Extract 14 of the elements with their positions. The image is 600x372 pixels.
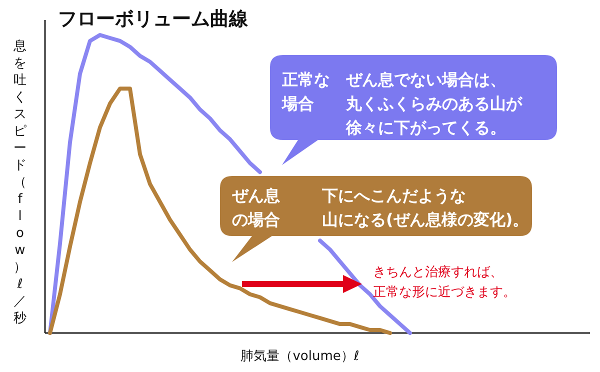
annotation: 正常な [281,70,330,89]
annotation: 徐々に下がってくる。 [345,118,506,137]
annotation: きちんと治療すれば、 [373,265,503,280]
annotation: 正常な形に近づきます。 [373,285,516,300]
annotation: 山になる(ぜん息様の変化)。 [322,210,529,229]
annotation: 場合 [281,94,314,113]
annotation: ぜん息でない場合は、 [345,70,506,89]
text: 息を吐くスピード（flow）ℓ／秒 [14,39,26,326]
annotation: 丸くふくらみのある山が [345,94,523,113]
annotation: 下にへこんだような [321,186,466,205]
chart-title: フローボリューム曲線 [58,8,249,30]
x-axis-title: 肺気量（volume）ℓ [240,349,360,364]
annotation: の場合 [232,210,280,229]
annotation: ぜん息 [231,186,281,205]
